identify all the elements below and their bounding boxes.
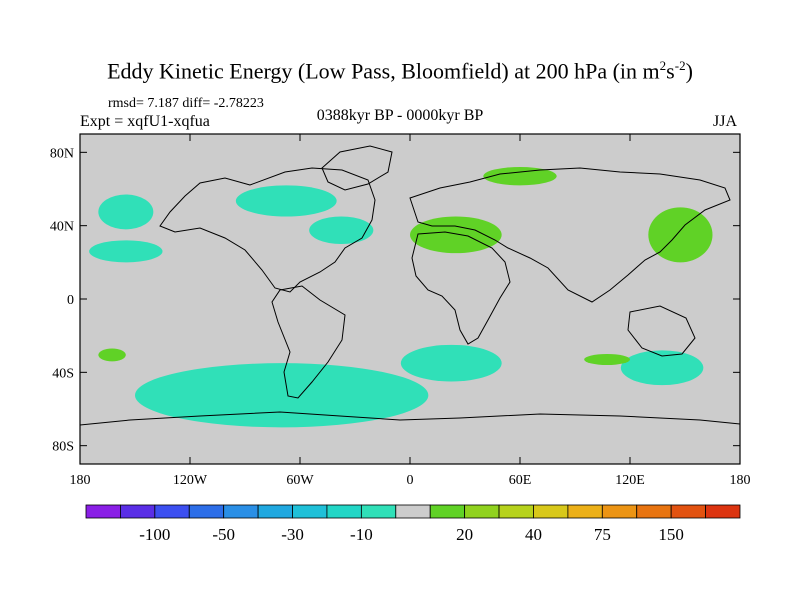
colorbar-box [533,504,569,519]
colorbar-box [326,504,362,519]
anomaly-japan-positive [648,207,713,263]
coast-eurasia [409,167,731,303]
anomaly-mediterranean-positive [410,216,502,254]
anomaly-south-pacific-positive [98,348,126,362]
y-tick-label: 40N [50,220,74,235]
coast-north-america [159,167,376,293]
stats-label: rmsd= 7.187 diff= -2.78223 [108,96,264,111]
coast-greenland [321,145,393,191]
x-tick-label: 180 [70,473,91,488]
colorbar-label: 150 [658,525,684,544]
colorbar-label: 75 [594,525,611,544]
colorbar-label: 20 [456,525,473,544]
colorbar-box [601,504,638,519]
anomaly-subtropical-pacific-negative [89,240,163,263]
colorbar-box [257,504,293,519]
anomaly-north-pacific-negative [98,194,154,230]
colorbar-box [705,504,741,519]
y-axis: 80N 40N 0 40S 80S [50,146,740,455]
colorbar-label: 40 [525,525,542,544]
coast-australia [627,305,696,357]
colorbar: -100 -50 -30 -10 20 40 75 150 [85,504,741,544]
colorbar-label: -30 [281,525,304,544]
coastlines [79,145,741,426]
colorbar-box [464,504,500,519]
coast-africa [411,231,511,345]
colorbar-box [85,504,121,519]
colorbar-box [670,504,706,519]
experiment-label: Expt = xqfU1-xqfua [80,113,210,130]
y-tick-label: 0 [67,293,74,308]
colorbar-box [360,504,397,519]
y-tick-label: 80N [50,146,74,161]
anomaly-south-atlantic-negative [400,344,502,382]
anomaly-australia-negative [620,350,704,386]
x-tick-label: 0 [407,473,414,488]
colorbar-box [292,504,328,519]
coast-south-america [271,285,346,399]
colorbar-box [498,504,534,519]
anomaly-indian-ocean-positive [584,354,630,365]
x-axis: 180 120W 60W 0 60E 120E 180 [70,134,751,488]
x-tick-label: 120E [615,473,645,488]
chart-title: Eddy Kinetic Energy (Low Pass, Bloomfiel… [107,58,693,84]
colorbar-box [188,504,225,519]
colorbar-box [429,504,466,519]
colorbar-box [567,504,603,519]
x-tick-label: 60E [509,473,532,488]
colorbar-box [636,504,672,519]
colorbar-label: -10 [350,525,373,544]
colorbar-box [120,504,156,519]
y-tick-label: 80S [52,440,74,455]
colorbar-box [223,504,259,519]
x-tick-label: 180 [730,473,751,488]
x-tick-label: 60W [286,473,314,488]
colorbar-box [154,504,190,519]
period-label: 0388kyr BP - 0000kyr BP [316,107,484,124]
anomaly-north-atlantic-negative [309,216,374,244]
coast-antarctica [79,411,741,426]
anomaly-siberia-positive [483,167,557,186]
x-tick-label: 120W [173,473,208,488]
colorbar-label: -100 [139,525,170,544]
season-label: JJA [713,113,738,130]
anomaly-southern-ocean-negative [134,363,429,428]
colorbar-label: -50 [212,525,235,544]
colorbar-box [395,504,431,519]
anomaly-north-america-negative [235,185,337,217]
y-tick-label: 40S [52,366,74,381]
